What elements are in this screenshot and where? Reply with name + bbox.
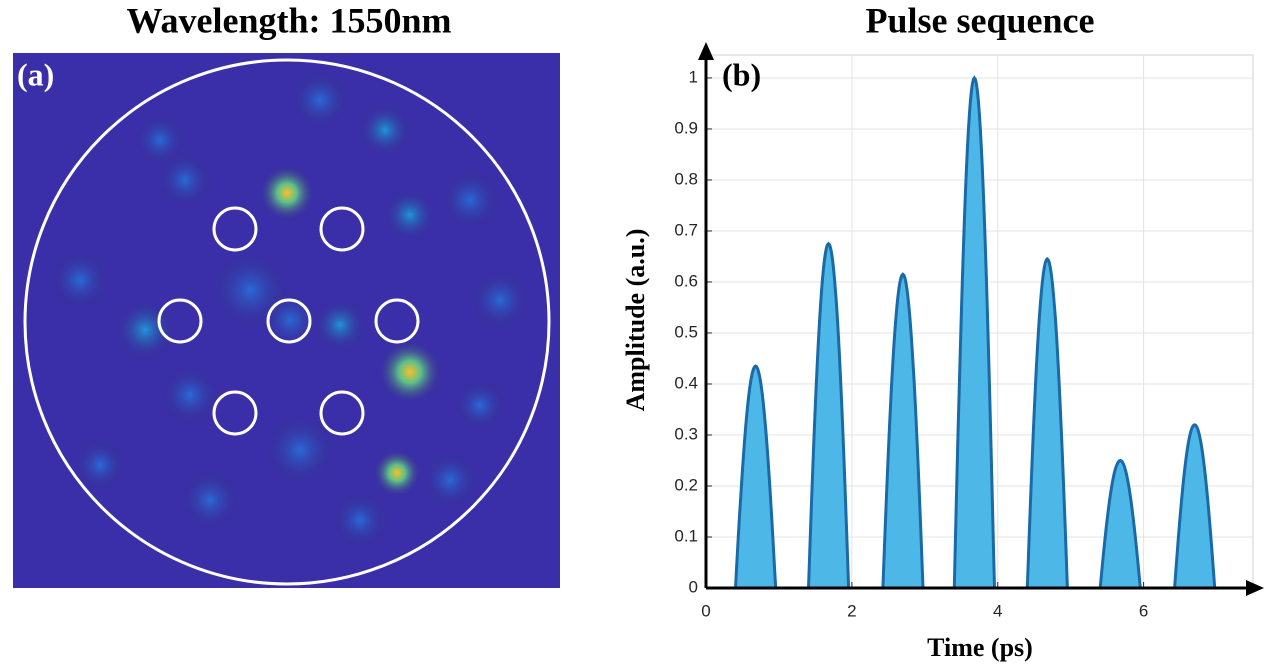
pulse [1172, 423, 1217, 590]
fiber-outline [23, 58, 551, 586]
intensity-spot [50, 250, 110, 310]
intensity-spot [134, 114, 186, 166]
y-tick-label: 0 [689, 577, 698, 596]
y-tick-label: 0.3 [674, 424, 698, 443]
intensity-image [13, 53, 560, 588]
panel-label: (b) [722, 56, 761, 92]
y-tick-label: 0.9 [674, 118, 698, 137]
y-tick-label: 0.5 [674, 322, 698, 341]
panel-b: Pulse sequence 0 0.1 0.2 0.3 0.4 0.5 0.6 0.7 0.8… [621, 0, 1264, 662]
pulse [1025, 256, 1069, 590]
y-tick-label: 1 [689, 67, 698, 86]
intensity-spot [210, 250, 290, 330]
intensity-spot [74, 439, 126, 491]
intensity-spot [359, 104, 411, 156]
panel-a: Wavelength: 1550nm (a) [13, 0, 560, 588]
intensity-spot [454, 379, 506, 431]
intensity-spot [314, 299, 366, 351]
pulse [881, 272, 925, 590]
x-tick-label: 0 [701, 601, 710, 620]
y-tick-label: 0.6 [674, 271, 698, 290]
intensity-spot [422, 452, 478, 508]
y-tick-label: 0.1 [674, 526, 698, 545]
y-tick-label: 0.7 [674, 220, 698, 239]
intensity-spot [180, 470, 240, 530]
y-axis-label: Amplitude (a.u.) [621, 229, 650, 412]
intensity-spot [378, 340, 442, 404]
pulse [733, 364, 778, 590]
x-tick-label: 6 [1139, 601, 1148, 620]
pulse [952, 75, 997, 590]
core-circles [157, 206, 420, 436]
intensity-spot [157, 152, 213, 208]
intensity-spot [373, 449, 421, 497]
pulse [1098, 458, 1142, 590]
panel-title: Wavelength: 1550nm [126, 0, 451, 40]
pulse [806, 241, 851, 590]
intensity-spot [470, 270, 530, 330]
panel-title: Pulse sequence [866, 0, 1095, 40]
intensity-spot [384, 189, 436, 241]
y-tick-label: 0.2 [674, 475, 698, 494]
intensity-spot [259, 165, 315, 221]
intensity-spot [160, 365, 220, 425]
panel-label: (a) [17, 56, 54, 92]
intensity-spot [264, 414, 336, 486]
y-tick-label: 0.4 [674, 373, 698, 392]
y-tick-label: 0.8 [674, 169, 698, 188]
y-axis-arrow [698, 42, 714, 60]
intensity-spot [115, 300, 175, 360]
x-tick-label: 2 [847, 601, 856, 620]
x-tick-label: 4 [993, 601, 1002, 620]
intensity-spot [332, 492, 388, 548]
intensity-spot [440, 170, 500, 230]
x-axis-arrow [1246, 580, 1264, 596]
intensity-spot [290, 70, 350, 130]
x-axis-label: Time (ps) [927, 633, 1033, 662]
